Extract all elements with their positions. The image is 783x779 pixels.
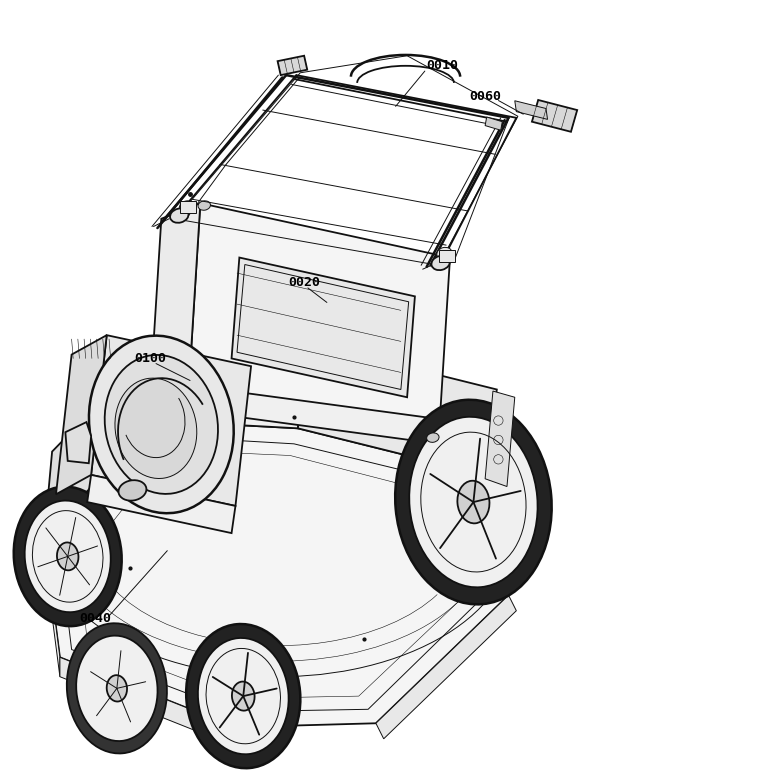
Polygon shape bbox=[87, 475, 236, 533]
Ellipse shape bbox=[67, 623, 167, 753]
Ellipse shape bbox=[179, 201, 195, 213]
Ellipse shape bbox=[76, 636, 157, 741]
Text: 0040: 0040 bbox=[79, 612, 111, 625]
Ellipse shape bbox=[186, 624, 301, 768]
Polygon shape bbox=[532, 100, 577, 132]
Ellipse shape bbox=[118, 480, 146, 501]
Ellipse shape bbox=[198, 201, 211, 210]
Polygon shape bbox=[56, 335, 106, 495]
Ellipse shape bbox=[170, 209, 189, 223]
Polygon shape bbox=[485, 117, 502, 130]
Ellipse shape bbox=[431, 256, 450, 270]
Ellipse shape bbox=[106, 675, 127, 702]
Ellipse shape bbox=[410, 417, 538, 587]
Text: 0060: 0060 bbox=[470, 90, 502, 103]
Polygon shape bbox=[153, 335, 309, 428]
Ellipse shape bbox=[395, 400, 552, 605]
Ellipse shape bbox=[198, 638, 289, 754]
Ellipse shape bbox=[427, 433, 439, 442]
Ellipse shape bbox=[188, 379, 200, 388]
Ellipse shape bbox=[25, 501, 110, 612]
Ellipse shape bbox=[89, 336, 233, 513]
Polygon shape bbox=[232, 258, 415, 397]
Polygon shape bbox=[150, 203, 200, 405]
Ellipse shape bbox=[105, 355, 218, 494]
Polygon shape bbox=[485, 391, 514, 487]
Ellipse shape bbox=[115, 378, 197, 478]
Polygon shape bbox=[180, 201, 196, 213]
Ellipse shape bbox=[57, 542, 78, 570]
Polygon shape bbox=[45, 421, 153, 552]
Polygon shape bbox=[45, 537, 60, 677]
Polygon shape bbox=[278, 56, 307, 75]
Text: 0020: 0020 bbox=[288, 276, 320, 289]
Ellipse shape bbox=[14, 487, 121, 626]
Text: 0010: 0010 bbox=[427, 58, 459, 72]
Polygon shape bbox=[45, 421, 508, 727]
Polygon shape bbox=[439, 250, 455, 263]
Polygon shape bbox=[60, 657, 236, 746]
Polygon shape bbox=[150, 382, 450, 444]
Ellipse shape bbox=[438, 256, 450, 265]
Ellipse shape bbox=[232, 682, 254, 710]
Polygon shape bbox=[189, 203, 450, 444]
Polygon shape bbox=[91, 335, 251, 506]
Text: 0100: 0100 bbox=[134, 352, 166, 365]
Polygon shape bbox=[65, 422, 91, 464]
Ellipse shape bbox=[457, 481, 489, 523]
Polygon shape bbox=[514, 100, 547, 119]
Polygon shape bbox=[45, 335, 165, 537]
Ellipse shape bbox=[437, 248, 453, 260]
Polygon shape bbox=[298, 343, 497, 475]
Polygon shape bbox=[376, 595, 516, 738]
